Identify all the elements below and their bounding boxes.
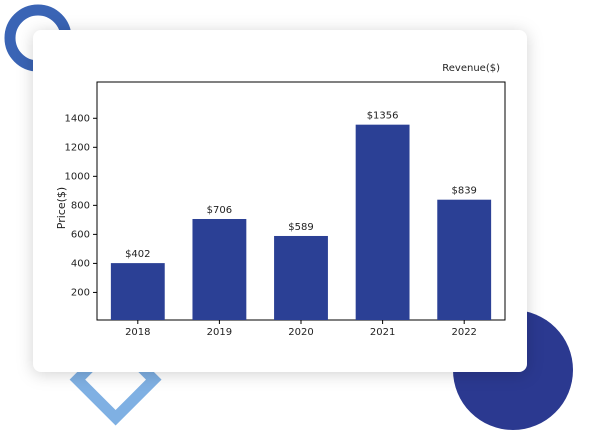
x-tick-label: 2021 — [370, 327, 395, 338]
y-tick-label: 1200 — [65, 142, 90, 153]
value-label: $706 — [207, 205, 232, 216]
chart-title: Revenue($) — [442, 63, 500, 74]
bar — [355, 124, 410, 320]
value-label: $402 — [125, 249, 150, 260]
bar — [110, 263, 165, 320]
x-tick-label: 2019 — [207, 327, 232, 338]
y-tick-label: 200 — [71, 287, 90, 298]
bar — [274, 235, 328, 320]
value-label: $1356 — [367, 111, 399, 122]
value-label: $839 — [451, 186, 476, 197]
y-tick-label: 1000 — [65, 171, 90, 182]
y-tick-label: 800 — [71, 200, 90, 211]
bar — [192, 218, 247, 320]
y-tick-label: 400 — [71, 258, 90, 269]
x-tick-label: 2022 — [451, 327, 476, 338]
y-tick-label: 600 — [71, 229, 90, 240]
y-axis-label: Price($) — [55, 187, 68, 229]
bar — [437, 199, 492, 320]
value-label: $589 — [288, 222, 313, 233]
y-tick-label: 1400 — [65, 113, 90, 124]
x-tick-label: 2018 — [125, 327, 150, 338]
x-tick-label: 2020 — [288, 327, 313, 338]
